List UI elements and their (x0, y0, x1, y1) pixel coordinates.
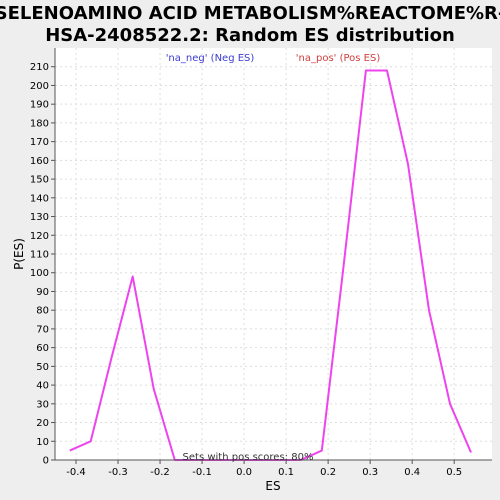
y-tick-label: 170 (30, 137, 49, 148)
y-tick-label: 120 (30, 231, 49, 242)
y-tick-label: 60 (36, 343, 49, 354)
y-tick-label: 100 (30, 268, 49, 279)
legend-entry-neg: 'na_neg' (Neg ES) (166, 53, 255, 64)
y-tick-label: 190 (30, 100, 49, 111)
x-tick-label: -0.4 (66, 467, 86, 478)
y-tick-label: 140 (30, 193, 49, 204)
x-tick-label: -0.1 (192, 467, 212, 478)
y-tick-label: 160 (30, 156, 49, 167)
y-tick-label: 210 (30, 62, 49, 73)
x-axis-label: ES (265, 479, 280, 493)
y-tick-label: 10 (36, 437, 49, 448)
x-tick-label: -0.2 (150, 467, 170, 478)
chart-title-line-2: HSA-2408522.2: Random ES distribution (45, 25, 455, 46)
y-tick-label: 70 (36, 324, 49, 335)
chart-title-line-1: SELENOAMINO ACID METABOLISM%REACTOME%R- (0, 3, 500, 24)
pos-scores-annotation: Sets with pos scores: 80% (183, 452, 314, 463)
y-tick-label: 30 (36, 399, 49, 410)
x-tick-label: 0.3 (362, 467, 378, 478)
x-tick-label: 0.1 (278, 467, 294, 478)
y-tick-label: 180 (30, 118, 49, 129)
y-tick-label: 80 (36, 306, 49, 317)
x-tick-label: 0.0 (236, 467, 252, 478)
y-tick-label: 50 (36, 362, 49, 373)
y-tick-label: 200 (30, 81, 49, 92)
x-tick-label: 0.2 (320, 467, 336, 478)
y-axis-label: P(ES) (12, 238, 26, 270)
x-tick-label: -0.3 (108, 467, 128, 478)
y-tick-label: 40 (36, 381, 49, 392)
y-tick-label: 150 (30, 175, 49, 186)
y-tick-label: 110 (30, 250, 49, 261)
y-tick-label: 0 (43, 456, 49, 467)
y-tick-label: 20 (36, 418, 49, 429)
y-tick-label: 90 (36, 287, 49, 298)
x-tick-label: 0.4 (404, 467, 420, 478)
y-tick-label: 130 (30, 212, 49, 223)
legend-entry-pos: 'na_pos' (Pos ES) (296, 53, 381, 64)
x-tick-label: 0.5 (446, 467, 462, 478)
